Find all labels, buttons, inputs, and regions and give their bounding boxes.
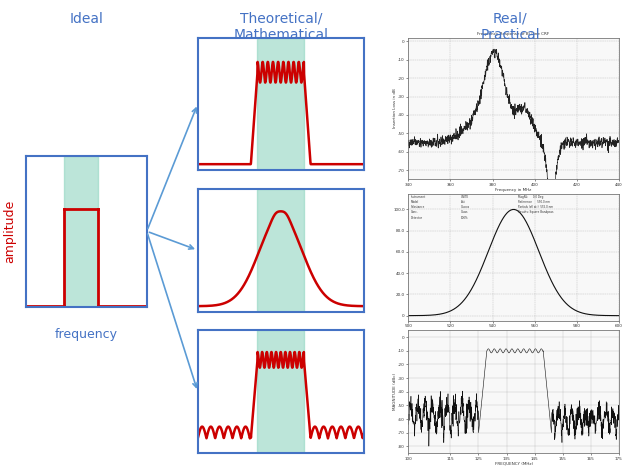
Text: Instrument
Model
Substance
Conc.
Detector: Instrument Model Substance Conc. Detecto… xyxy=(410,195,426,219)
X-axis label: Transmission (%) vs. Wavelength (nm): Transmission (%) vs. Wavelength (nm) xyxy=(476,330,551,334)
Bar xyxy=(64,156,98,307)
Text: Theoretical/
Mathematical: Theoretical/ Mathematical xyxy=(234,12,328,42)
X-axis label: FREQUENCY (MHz): FREQUENCY (MHz) xyxy=(494,462,533,466)
Bar xyxy=(258,38,304,170)
Bar xyxy=(258,189,304,312)
Bar xyxy=(258,330,304,453)
Y-axis label: MAGNITUDE (dBc): MAGNITUDE (dBc) xyxy=(393,373,397,410)
Text: MagNit      0.0 Deg
Reference      550.0 nm
Partials (all at:)  555.0 nm
Results: MagNit 0.0 Deg Reference 550.0 nm Partia… xyxy=(518,195,553,214)
Text: UNITE
Ant
Glucos
Gluss
100%: UNITE Ant Glucos Gluss 100% xyxy=(461,195,470,219)
Text: amplitude: amplitude xyxy=(3,200,16,263)
Text: Ideal: Ideal xyxy=(69,12,103,26)
Text: frequency: frequency xyxy=(55,328,117,341)
Title: Frequency Response of Bi-Line CRF: Frequency Response of Bi-Line CRF xyxy=(477,32,550,36)
Y-axis label: Insertion Loss in dB: Insertion Loss in dB xyxy=(393,89,397,128)
Text: Real/
Practical: Real/ Practical xyxy=(480,12,540,42)
X-axis label: Frequency in MHz: Frequency in MHz xyxy=(496,188,531,192)
